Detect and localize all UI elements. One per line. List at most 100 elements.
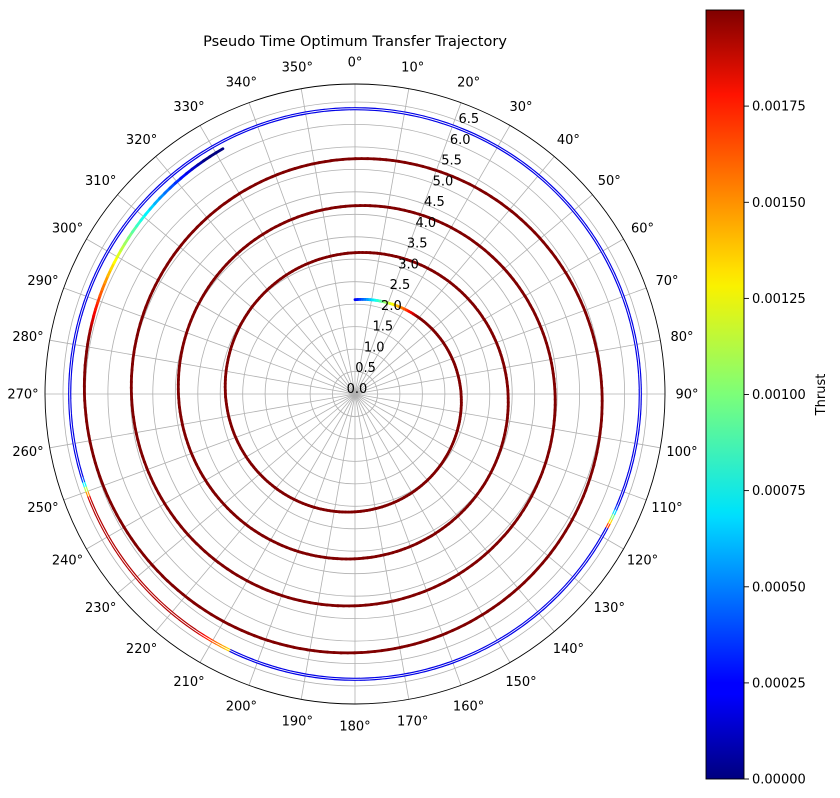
theta-tick-label: 310° [85, 174, 116, 189]
colorbar-tick-label: 0.00175 [752, 100, 806, 115]
r-tick-label: 3.5 [407, 237, 428, 252]
theta-gridline [155, 393, 356, 632]
colorbar-tick-label: 0.00125 [752, 292, 806, 307]
theta-tick-label: 170° [397, 715, 428, 730]
theta-tick-label: 330° [173, 100, 204, 115]
r-tick-label: 6.5 [458, 112, 479, 127]
theta-tick-label: 0° [348, 56, 363, 71]
polar-grid [45, 84, 665, 704]
r-tick-label: 1.0 [364, 341, 385, 356]
colorbar-tick-label: 0.00100 [752, 388, 806, 403]
theta-tick-label: 340° [226, 76, 257, 91]
theta-gridline [49, 339, 356, 395]
theta-tick-label: 90° [675, 388, 698, 403]
r-gridline [152, 191, 558, 597]
r-gridline [309, 348, 401, 440]
colorbar-ticks: 0.00000 0.00025 0.00050 0.00075 0.00100 0.001… [744, 100, 806, 788]
theta-tick-label: 240° [52, 554, 83, 569]
theta-tick-label: 320° [126, 133, 157, 148]
r-tick-label: 5.0 [433, 175, 454, 190]
theta-gridline [354, 125, 511, 395]
theta-gridline [117, 393, 356, 594]
theta-tick-label: 10° [401, 61, 424, 76]
chart-title: Pseudo Time Optimum Transfer Trajectory [203, 34, 507, 50]
theta-gridline [49, 393, 356, 449]
r-gridline [287, 326, 423, 462]
theta-tick-label: 210° [173, 675, 204, 690]
theta-gridline [63, 393, 356, 501]
theta-tick-label: 50° [598, 174, 621, 189]
theta-tick-label: 230° [85, 601, 116, 616]
r-gridline [264, 303, 446, 485]
coast-ring-center [69, 108, 641, 680]
theta-tick-label: 120° [627, 554, 658, 569]
r-gridline [219, 258, 491, 530]
r-tick-label: 3.0 [398, 258, 419, 273]
theta-tick-label: 200° [226, 700, 257, 715]
r-tick-label: 4.0 [415, 216, 436, 231]
theta-tick-label: 300° [52, 222, 83, 237]
theta-tick-label: 60° [631, 222, 654, 237]
r-tick-label: 1.5 [372, 320, 393, 335]
theta-tick-label: 270° [7, 388, 38, 403]
theta-gridline [300, 393, 356, 700]
r-tick-label: 2.0 [381, 299, 402, 314]
theta-tick-label: 220° [126, 642, 157, 657]
theta-gridline [354, 156, 555, 395]
theta-tick-label: 150° [505, 675, 536, 690]
theta-gridline [354, 393, 511, 663]
r-gridline [174, 213, 536, 575]
theta-gridline [354, 102, 462, 395]
theta-tick-label: 40° [557, 133, 580, 148]
theta-gridline [86, 238, 356, 395]
theta-tick-label: 180° [339, 720, 370, 735]
r-tick-label: 6.0 [450, 133, 471, 148]
theta-gridline [248, 102, 356, 395]
trajectory-layer [68, 107, 642, 681]
r-tick-label: 4.5 [424, 195, 445, 210]
r-gridline [332, 371, 378, 417]
theta-tick-label: 350° [282, 61, 313, 76]
theta-gridline [354, 287, 647, 395]
r-gridline [242, 281, 468, 507]
theta-gridline [354, 238, 624, 395]
r-tick-label: 0.5 [355, 361, 376, 376]
theta-tick-label: 190° [282, 715, 313, 730]
colorbar-tick-label: 0.00025 [752, 676, 806, 691]
theta-tick-label: 70° [655, 274, 678, 289]
colorbar-tick-label: 0.00000 [752, 773, 806, 788]
theta-gridline [199, 125, 356, 395]
theta-gridline [300, 88, 356, 395]
colorbar [705, 9, 745, 780]
theta-gridline [248, 393, 356, 686]
axis-labels: 0° 10° 20° 30° 40° 50° 60° 70° 80° 90° 100° 110° 120… [7, 56, 698, 735]
colorbar-tick-label: 0.00150 [752, 196, 806, 211]
theta-tick-label: 160° [453, 700, 484, 715]
polar-frame [44, 83, 666, 705]
theta-gridline [354, 393, 462, 686]
theta-gridline [199, 393, 356, 663]
r-gridline [62, 101, 648, 687]
r-tick-label: 2.5 [390, 278, 411, 293]
theta-tick-label: 260° [12, 445, 43, 460]
theta-gridline [354, 393, 593, 594]
theta-tick-label: 290° [27, 274, 58, 289]
theta-gridline [354, 393, 624, 550]
colorbar-tick-label: 0.00050 [752, 580, 806, 595]
colorbar-tick-label: 0.00075 [752, 484, 806, 499]
theta-tick-label: 100° [666, 445, 697, 460]
theta-gridline [155, 156, 356, 395]
r-gridline [197, 236, 513, 552]
theta-gridline [354, 393, 555, 632]
theta-gridline [117, 194, 356, 395]
theta-tick-label: 80° [670, 330, 693, 345]
theta-tick-label: 250° [27, 501, 58, 516]
theta-tick-label: 30° [509, 100, 532, 115]
theta-gridline [354, 339, 661, 395]
r-tick-label: 5.5 [441, 154, 462, 169]
r-tick-label: 0.0 [347, 382, 368, 397]
theta-tick-label: 140° [553, 642, 584, 657]
theta-gridline [354, 88, 410, 395]
theta-tick-label: 280° [12, 330, 43, 345]
